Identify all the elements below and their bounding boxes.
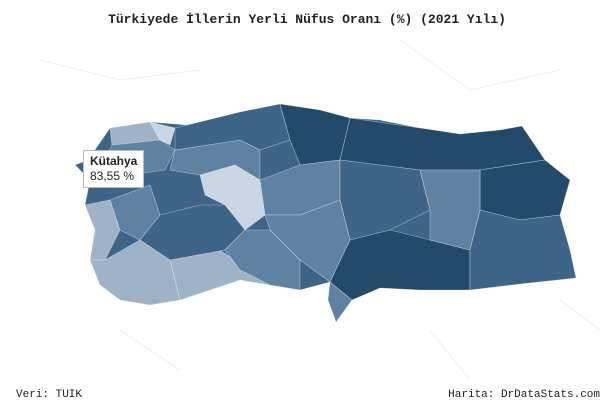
region-black-sea-west[interactable]: [174, 103, 291, 151]
province-tooltip: Kütahya 83,55 %: [83, 150, 145, 188]
region-konya[interactable]: [224, 229, 301, 291]
tooltip-value: 83,55 %: [90, 169, 135, 183]
region-istanbul[interactable]: [149, 121, 176, 146]
background-neighbors: [39, 39, 601, 381]
region-east-black-sea[interactable]: [339, 117, 546, 171]
neighbor-border-lines: [39, 39, 601, 381]
region-far-southeast[interactable]: [469, 209, 577, 291]
data-source: Veri: TUIK: [16, 389, 83, 401]
region-far-east[interactable]: [479, 159, 571, 221]
tooltip-province: Kütahya: [90, 154, 138, 168]
map-credit: Harita: DrDataStats.com: [448, 389, 600, 401]
region-southeast[interactable]: [329, 229, 471, 301]
turkey-provinces: [74, 103, 577, 323]
map-title: Türkiyede İllerin Yerli Nüfus Oranı (%) …: [108, 12, 506, 27]
